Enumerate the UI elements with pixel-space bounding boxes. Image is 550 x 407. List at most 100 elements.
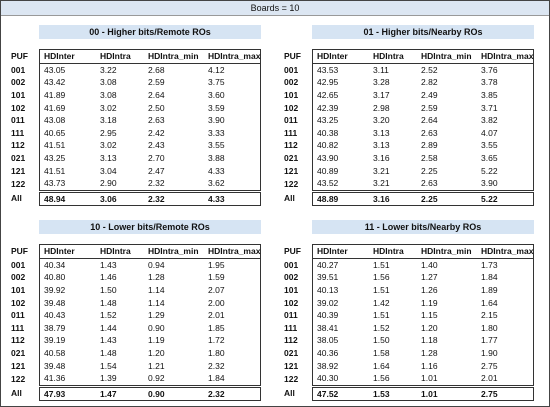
- column-header: HDIntra: [96, 49, 144, 64]
- data-row: 122 41.36 1.39 0.92 1.84: [9, 371, 262, 387]
- cell: 3.08: [100, 90, 117, 101]
- cell: 39.19: [39, 334, 96, 347]
- total-cell: 5.22: [477, 189, 535, 207]
- cell: 3.02: [100, 102, 117, 113]
- cell: 3.28: [373, 77, 390, 88]
- column-header: HDIntra_max: [477, 49, 535, 64]
- cell: 3.75: [204, 76, 262, 89]
- row-label: 001: [284, 64, 299, 75]
- column-header: HDIntra: [369, 49, 417, 64]
- column-header: HDIntra_min: [144, 49, 204, 64]
- cell: 1.85: [204, 321, 262, 335]
- total-cell: 48.94: [39, 189, 96, 207]
- cell: 1.50: [100, 285, 117, 296]
- cell: 43.53: [312, 63, 369, 77]
- cell: 2.68: [148, 64, 165, 75]
- cell: 1.52: [373, 322, 390, 333]
- cell: 3.17: [373, 90, 390, 101]
- total-cell: 48.89: [312, 189, 369, 207]
- row-label: 002: [11, 77, 26, 88]
- cell: 3.21: [373, 178, 390, 189]
- cell: 1.39: [100, 373, 117, 384]
- cell: 1.90: [477, 346, 535, 360]
- cell: 3.20: [373, 115, 390, 126]
- total-cell: 1.01: [417, 384, 477, 402]
- cell: 1.51: [373, 285, 390, 296]
- total-cell: 2.25: [417, 189, 477, 207]
- cell: 40.82: [312, 139, 369, 152]
- total-row: All 48.89 3.16 2.25 5.22: [282, 189, 535, 207]
- cell: 2.70: [148, 153, 165, 164]
- cell: 1.58: [373, 348, 390, 359]
- data-row: 122 40.30 1.56 1.01 2.01: [282, 371, 535, 387]
- cell: 41.51: [39, 164, 96, 177]
- data-row: 112 38.05 1.50 1.18 1.77: [282, 334, 535, 347]
- total-cell: 2.75: [477, 384, 535, 402]
- cell: 1.16: [421, 360, 438, 371]
- cell: 2.43: [148, 140, 165, 151]
- cell: 1.20: [148, 348, 165, 359]
- row-label: 102: [11, 297, 26, 308]
- row-label: 101: [11, 285, 26, 296]
- cell: 40.39: [312, 308, 369, 322]
- row-label: 001: [11, 259, 26, 270]
- row-label: 021: [11, 348, 26, 359]
- column-header: HDInter: [312, 49, 369, 64]
- cell: 40.38: [312, 126, 369, 140]
- row-label: 112: [11, 140, 25, 151]
- data-row: 102 41.69 3.02 2.50 3.59: [9, 101, 262, 114]
- cell: 1.40: [421, 259, 438, 270]
- cell: 40.27: [312, 258, 369, 272]
- cell: 39.51: [312, 271, 369, 284]
- cell: 3.13: [373, 140, 390, 151]
- cell: 3.65: [477, 151, 535, 165]
- data-row: 011 40.39 1.51 1.15 2.15: [282, 308, 535, 322]
- cell: 2.75: [477, 359, 535, 372]
- cell: 1.95: [204, 258, 262, 272]
- data-row: 111 38.79 1.44 0.90 1.85: [9, 321, 262, 335]
- column-header: HDIntra_max: [477, 244, 535, 259]
- cell: 2.90: [100, 178, 117, 189]
- cell: 3.90: [477, 176, 535, 192]
- cell: 2.00: [204, 296, 262, 309]
- cell: 41.89: [39, 88, 96, 102]
- cell: 3.21: [373, 165, 390, 176]
- cell: 1.72: [204, 334, 262, 347]
- cell: 1.15: [421, 310, 438, 321]
- cell: 1.64: [373, 360, 390, 371]
- cell: 3.18: [100, 115, 117, 126]
- row-label: 011: [284, 310, 298, 321]
- cell: 43.08: [39, 113, 96, 127]
- data-row: 111 40.65 2.95 2.42 3.33: [9, 126, 262, 140]
- row-label: 111: [11, 127, 25, 138]
- data-row: 002 40.80 1.46 1.28 1.59: [9, 271, 262, 284]
- cell: 41.69: [39, 101, 96, 114]
- cell: 41.36: [39, 371, 96, 387]
- data-row: 122 43.52 3.21 2.63 3.90: [282, 176, 535, 192]
- cell: 1.42: [373, 297, 390, 308]
- cell: 38.05: [312, 334, 369, 347]
- row-label: 111: [11, 322, 25, 333]
- cell: 3.82: [477, 113, 535, 127]
- column-header: PUF: [11, 246, 28, 257]
- cell: 1.54: [100, 360, 117, 371]
- cell: 1.28: [148, 272, 165, 283]
- column-header: HDIntra_max: [204, 244, 262, 259]
- row-label: 122: [284, 373, 299, 384]
- row-label: 101: [284, 90, 299, 101]
- cell: 3.59: [204, 101, 262, 114]
- total-cell: 47.52: [312, 384, 369, 402]
- cell: 3.76: [477, 63, 535, 77]
- data-row: 102 39.48 1.48 1.14 2.00: [9, 296, 262, 309]
- cell: 1.50: [373, 335, 390, 346]
- data-table: PUF HDInter HDIntra HDIntra_min HDIntra_max 0…: [9, 244, 262, 402]
- row-label: 002: [284, 272, 299, 283]
- cell: 1.28: [421, 348, 438, 359]
- cell: 1.84: [204, 371, 262, 387]
- cell: 1.48: [100, 297, 117, 308]
- data-row: 002 42.95 3.28 2.82 3.78: [282, 76, 535, 89]
- row-label: 002: [284, 77, 299, 88]
- cell: 2.63: [421, 178, 438, 189]
- cell: 3.62: [204, 176, 262, 192]
- cell: 2.59: [148, 77, 165, 88]
